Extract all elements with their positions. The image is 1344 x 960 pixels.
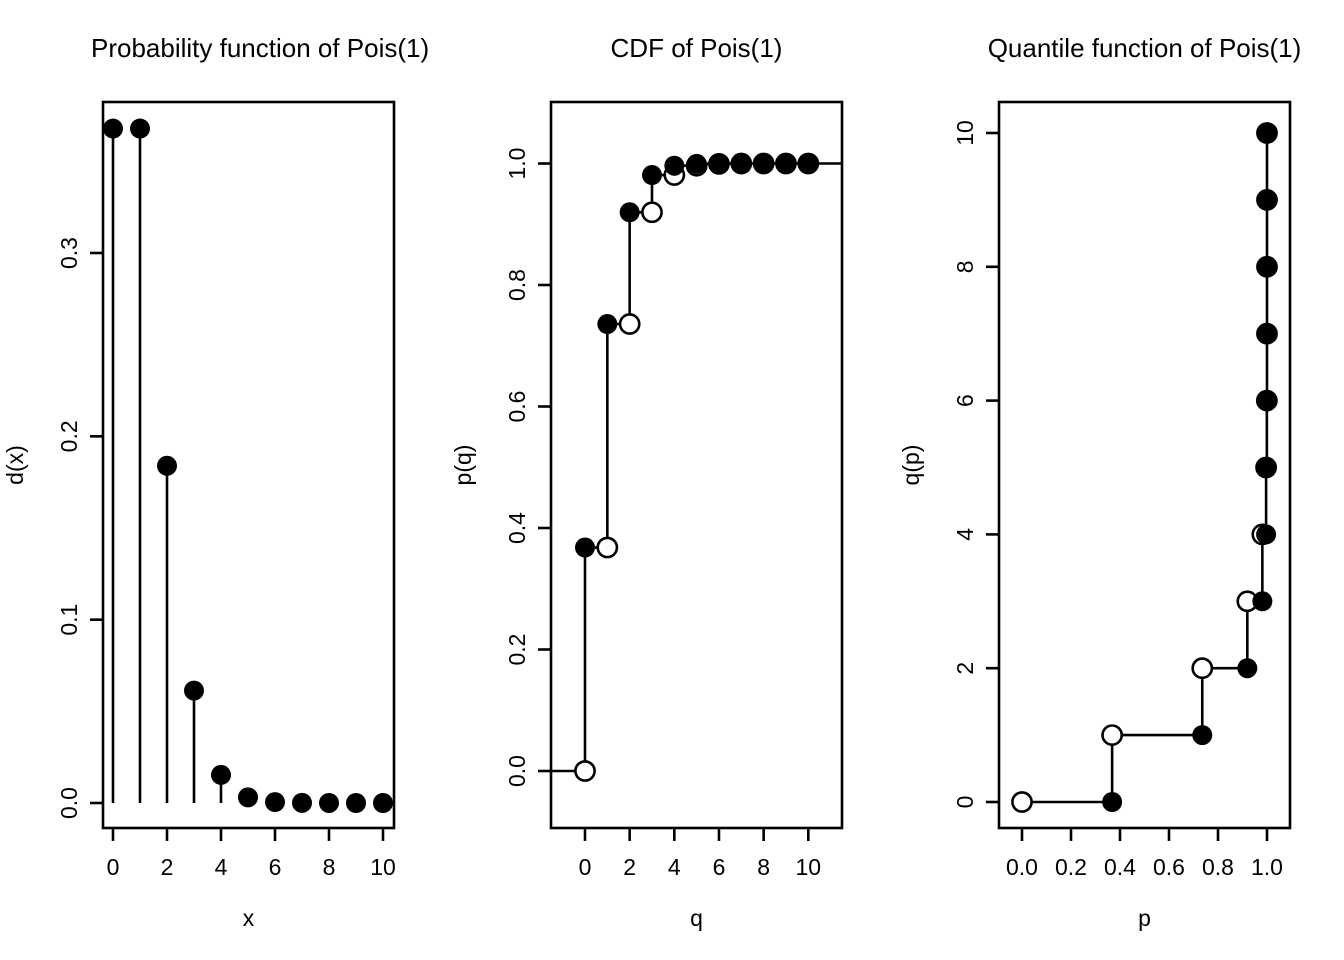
plot-box	[549, 100, 844, 830]
quantile-y-axis-label: q(p)	[898, 444, 924, 486]
x-tick-label: 1.0	[1251, 854, 1283, 880]
y-tick-label: 10	[952, 120, 978, 146]
x-tick-label: 0	[107, 854, 120, 880]
cdf-chart-canvas: 0 2 4 6 8 10 0.0 0.2 0.4 0.6 0.8 1.0	[504, 100, 844, 880]
x-tick-label: 10	[370, 854, 396, 880]
x-tick-label: 0.2	[1055, 854, 1087, 880]
y-tick-label: 0.6	[504, 391, 530, 423]
axes: 0.0 0.2 0.4 0.6 0.8 1.0 0 2 4 6 8 10	[952, 100, 1292, 880]
x-tick-label: 8	[323, 854, 336, 880]
cdf-x-axis-label: q	[690, 905, 703, 931]
x-tick-label: 4	[215, 854, 228, 880]
y-tick-label: 8	[952, 260, 978, 273]
y-tick-label: 6	[952, 394, 978, 407]
quantile-chart-canvas: 0.0 0.2 0.4 0.6 0.8 1.0 0 2 4 6 8 10	[952, 100, 1292, 880]
y-tick-label: 0.2	[504, 634, 530, 666]
plot-box	[101, 100, 396, 830]
x-tick-label: 0.6	[1153, 854, 1185, 880]
cdf-panel: 0 2 4 6 8 10 0.0 0.2 0.4 0.6 0.8 1.0 CDF of Pois(1)…	[448, 0, 896, 960]
data-layer	[103, 118, 393, 813]
y-tick-label: 0.2	[56, 420, 82, 452]
x-tick-label: 2	[161, 854, 174, 880]
axes: 0 2 4 6 8 10 0.0 0.1 0.2 0.3	[56, 100, 396, 880]
y-tick-label: 4	[952, 528, 978, 541]
pmf-x-axis-label: x	[242, 905, 255, 931]
y-tick-label: 0.4	[504, 512, 530, 544]
data-layer	[551, 152, 842, 782]
quantile-x-axis-label: p	[1138, 905, 1151, 931]
quantile-title: Quantile function of Pois(1)	[987, 33, 1302, 63]
cdf-y-axis-label: p(q)	[450, 444, 476, 486]
y-tick-label: 0.3	[56, 237, 82, 269]
x-tick-label: 0	[579, 854, 592, 880]
y-tick-label: 0.1	[56, 604, 82, 636]
pmf-y-axis-label: d(x)	[2, 445, 28, 485]
y-tick-label: 0	[952, 796, 978, 809]
y-tick-label: 1.0	[504, 148, 530, 180]
plot-box	[997, 100, 1292, 830]
y-tick-label: 0.8	[504, 269, 530, 301]
data-layer	[1011, 122, 1278, 813]
y-tick-label: 2	[952, 662, 978, 675]
x-tick-label: 0.4	[1104, 854, 1136, 880]
x-tick-label: 10	[796, 854, 822, 880]
x-tick-label: 2	[623, 854, 636, 880]
x-tick-label: 0.8	[1202, 854, 1234, 880]
x-tick-label: 6	[269, 854, 282, 880]
x-tick-label: 8	[757, 854, 770, 880]
y-tick-label: 0.0	[504, 755, 530, 787]
cdf-title: CDF of Pois(1)	[610, 33, 783, 63]
quantile-panel: 0.0 0.2 0.4 0.6 0.8 1.0 0 2 4 6 8 10 Quantile funct…	[896, 0, 1344, 960]
pmf-title: Probability function of Pois(1)	[91, 33, 430, 63]
pmf-panel: 0 2 4 6 8 10 0.0 0.1 0.2 0.3 Probability function…	[0, 0, 448, 960]
y-tick-label: 0.0	[56, 787, 82, 819]
axes: 0 2 4 6 8 10 0.0 0.2 0.4 0.6 0.8 1.0	[504, 100, 844, 880]
x-tick-label: 0.0	[1006, 854, 1038, 880]
pmf-chart-canvas: 0 2 4 6 8 10 0.0 0.1 0.2 0.3	[56, 100, 396, 880]
x-tick-label: 6	[713, 854, 726, 880]
x-tick-label: 4	[668, 854, 681, 880]
